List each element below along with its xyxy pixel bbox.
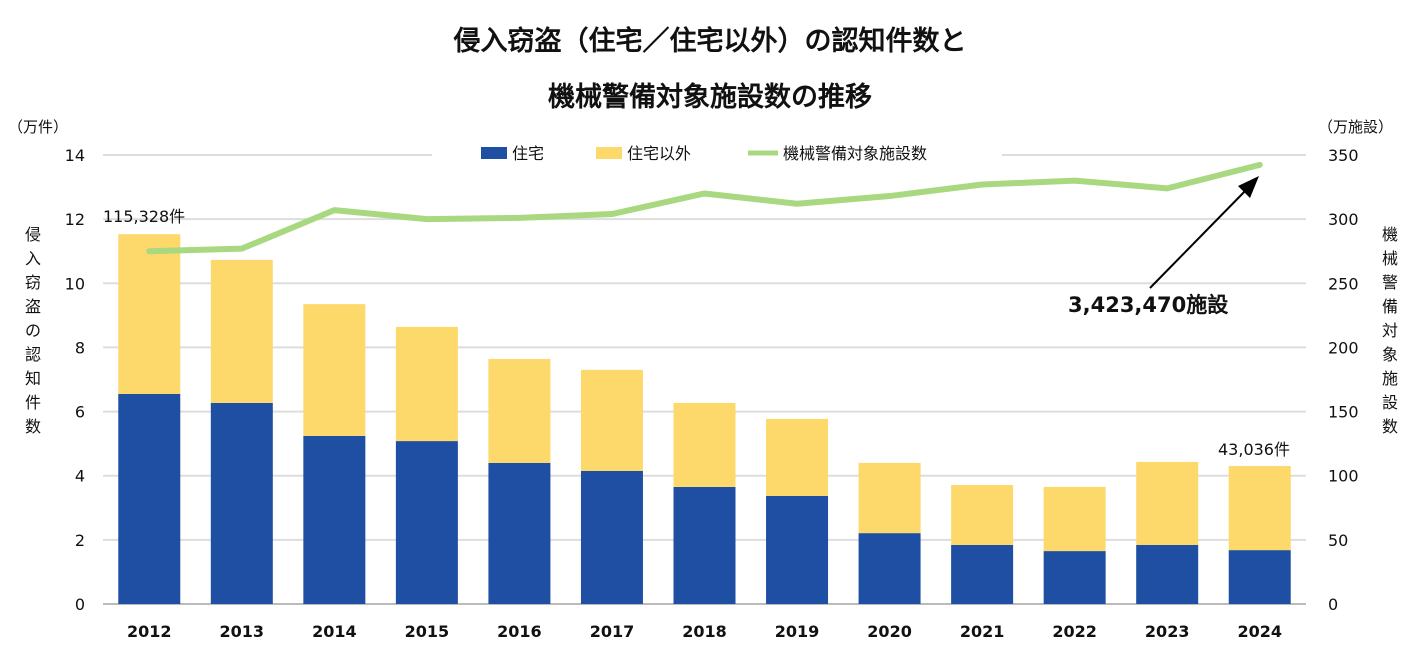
bar-housing-2012 <box>118 394 180 604</box>
right-axis-tick: 0 <box>1328 595 1338 614</box>
x-axis-tick: 2017 <box>590 622 635 641</box>
legend-label-facilities: 機械警備対象施設数 <box>783 144 927 163</box>
left-axis-label: 窃 <box>25 273 41 292</box>
bar-housing-2023 <box>1136 545 1198 604</box>
bar-housing-2018 <box>674 487 736 604</box>
right-axis-tick: 250 <box>1328 274 1359 293</box>
x-axis-tick: 2013 <box>220 622 265 641</box>
left-axis-tick: 14 <box>65 146 85 165</box>
left-axis-tick: 10 <box>65 274 85 293</box>
legend-swatch-non-housing <box>596 147 622 159</box>
bar-housing-2013 <box>211 403 273 604</box>
bar-non-housing-2024 <box>1229 466 1291 550</box>
legend-label-non-housing: 住宅以外 <box>627 144 691 163</box>
x-axis-tick: 2019 <box>775 622 820 641</box>
x-axis-tick: 2023 <box>1145 622 1190 641</box>
left-axis-tick: 2 <box>75 531 85 550</box>
right-axis-tick: 50 <box>1328 531 1348 550</box>
annotation-2024-facilities: 3,423,470施設 <box>1068 293 1229 317</box>
annotation-2012-total: 115,328件 <box>103 207 185 226</box>
x-axis-tick: 2016 <box>497 622 542 641</box>
right-axis-label: 施 <box>1382 369 1398 388</box>
bar-housing-2022 <box>1044 551 1106 604</box>
x-axis-tick: 2012 <box>127 622 172 641</box>
bar-non-housing-2018 <box>674 403 736 487</box>
left-axis-tick: 8 <box>75 338 85 357</box>
bar-housing-2019 <box>766 496 828 604</box>
bar-non-housing-2020 <box>859 463 921 533</box>
bar-non-housing-2022 <box>1044 487 1106 551</box>
left-axis-label: 件 <box>25 393 41 412</box>
left-axis-tick: 6 <box>75 403 85 422</box>
right-axis-tick: 300 <box>1328 210 1359 229</box>
right-axis-unit: （万施設） <box>1318 118 1393 136</box>
x-axis-tick: 2015 <box>405 622 450 641</box>
right-axis-label: 数 <box>1382 417 1398 436</box>
x-axis-tick: 2020 <box>867 622 912 641</box>
right-axis-label: 対 <box>1382 321 1398 340</box>
chart-title-line2: 機械警備対象施設数の推移 <box>548 81 872 113</box>
annotation-2024-total: 43,036件 <box>1218 440 1290 459</box>
left-axis-unit: （万件） <box>8 118 68 136</box>
x-axis-tick: 2024 <box>1237 622 1282 641</box>
bar-housing-2017 <box>581 471 643 604</box>
bar-housing-2020 <box>859 533 921 604</box>
annotation-arrow <box>1150 186 1250 288</box>
x-axis-tick: 2021 <box>960 622 1005 641</box>
left-axis-tick: 12 <box>65 210 85 229</box>
bar-non-housing-2012 <box>118 234 180 394</box>
left-axis-label: 入 <box>25 249 41 268</box>
right-axis-tick: 150 <box>1328 403 1359 422</box>
bar-non-housing-2021 <box>951 485 1013 545</box>
x-axis-tick: 2022 <box>1052 622 1097 641</box>
chart-title-line1: 侵入窃盗（住宅／住宅以外）の認知件数と <box>453 25 967 57</box>
left-axis-label: 侵 <box>25 225 41 244</box>
left-axis-label: 数 <box>25 417 41 436</box>
right-axis-tick: 200 <box>1328 338 1359 357</box>
left-axis-label: 認 <box>25 345 41 364</box>
bar-non-housing-2023 <box>1136 462 1198 545</box>
bar-housing-2014 <box>303 436 365 604</box>
right-axis-label: 設 <box>1382 393 1398 412</box>
line-facilities <box>149 165 1259 251</box>
bar-non-housing-2015 <box>396 327 458 441</box>
right-axis-label: 警 <box>1382 273 1398 292</box>
right-axis-tick: 350 <box>1328 146 1359 165</box>
bar-housing-2024 <box>1229 550 1291 604</box>
right-axis-label: 機 <box>1382 225 1398 244</box>
legend-swatch-housing <box>481 147 507 159</box>
bar-housing-2016 <box>488 463 550 604</box>
bar-non-housing-2014 <box>303 304 365 436</box>
bar-non-housing-2016 <box>488 359 550 463</box>
bar-non-housing-2017 <box>581 370 643 471</box>
left-axis-tick: 0 <box>75 595 85 614</box>
bar-non-housing-2019 <box>766 419 828 496</box>
right-axis-label: 備 <box>1382 297 1398 316</box>
bar-housing-2021 <box>951 545 1013 604</box>
left-axis-label: 盗 <box>25 297 41 316</box>
x-axis-tick: 2018 <box>682 622 727 641</box>
legend: 住宅 住宅以外 機械警備対象施設数 <box>432 138 1002 170</box>
x-axis-tick: 2014 <box>312 622 357 641</box>
left-axis-tick: 4 <box>75 467 85 486</box>
right-axis-tick: 100 <box>1328 467 1359 486</box>
right-axis-label: 械 <box>1382 249 1398 268</box>
left-axis-label: 知 <box>25 369 41 388</box>
left-axis-label: の <box>25 321 41 340</box>
bar-housing-2015 <box>396 441 458 604</box>
bar-non-housing-2013 <box>211 260 273 403</box>
right-axis-label: 象 <box>1382 345 1398 364</box>
legend-label-housing: 住宅 <box>512 144 544 163</box>
